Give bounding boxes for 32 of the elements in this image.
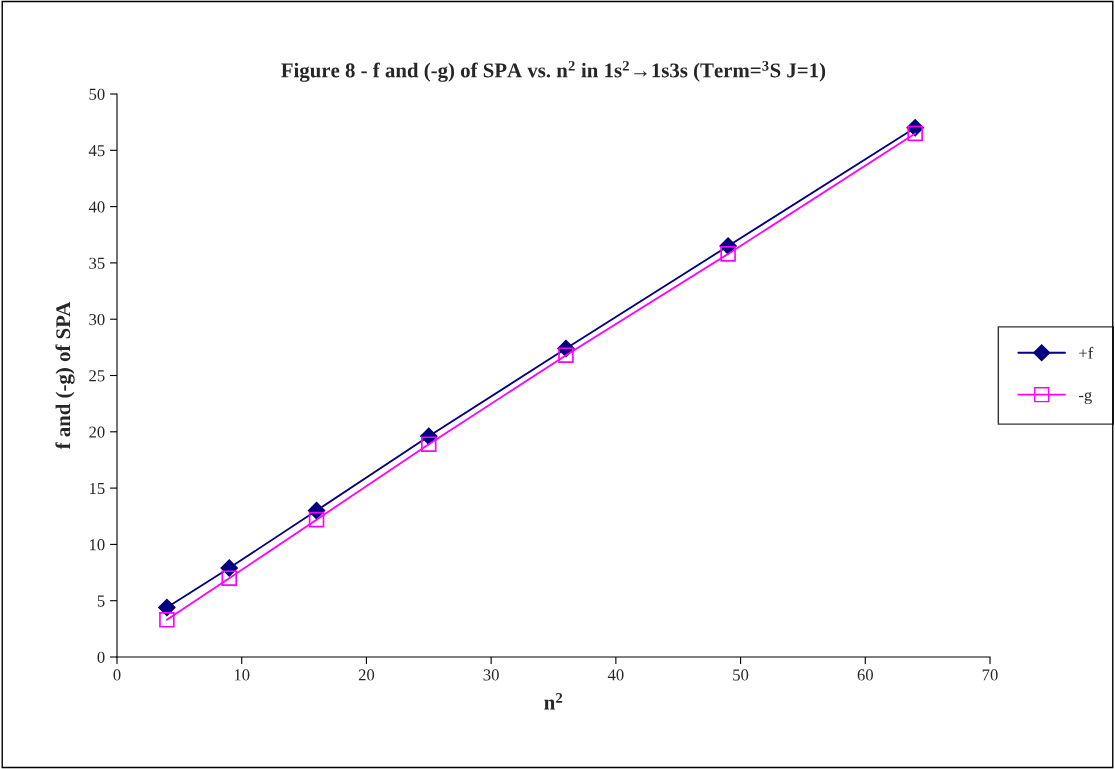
chart-title: Figure 8 - f and (-g) of SPA vs. n$^{2}$ in 1s$^{2}$→1s3s (Term=$^{3}$S J=1) [281, 60, 826, 82]
y-tick-label: 5 [97, 595, 105, 607]
point [308, 511, 325, 528]
point [158, 598, 176, 617]
x-tick-label: 10 [234, 669, 250, 681]
x-tick-label: 20 [358, 669, 375, 681]
legend-label: -g [1078, 391, 1092, 405]
y-tick-label: 15 [89, 482, 105, 495]
point [221, 570, 238, 586]
point [558, 347, 574, 364]
x-tick-label: 50 [733, 669, 749, 681]
y-tick-label: 10 [89, 539, 105, 551]
x-tick-label: 40 [607, 669, 624, 681]
y-tick-label: 30 [89, 313, 105, 326]
x-tick-label: 70 [982, 669, 998, 681]
point [907, 125, 923, 142]
point [720, 246, 736, 262]
y-axis-title: f and (-g) of SPA [55, 301, 75, 450]
x-tick-label: 0 [113, 669, 121, 681]
y-tick-label: 20 [89, 426, 105, 438]
y-tick-label: 40 [88, 201, 105, 213]
point [421, 436, 437, 452]
y-tick-label: 35 [89, 257, 105, 269]
x-tick-label: 30 [483, 669, 499, 681]
y-tick-label: 50 [89, 88, 105, 100]
x-axis-title: n$^{2}$ [544, 693, 563, 710]
y-tick-label: 25 [89, 370, 105, 382]
y-tick-label: 0 [97, 651, 105, 663]
x-tick-label: 60 [857, 669, 873, 681]
y-tick-label: 45 [88, 145, 105, 157]
point [159, 612, 175, 628]
legend-label: +f [1079, 346, 1094, 359]
